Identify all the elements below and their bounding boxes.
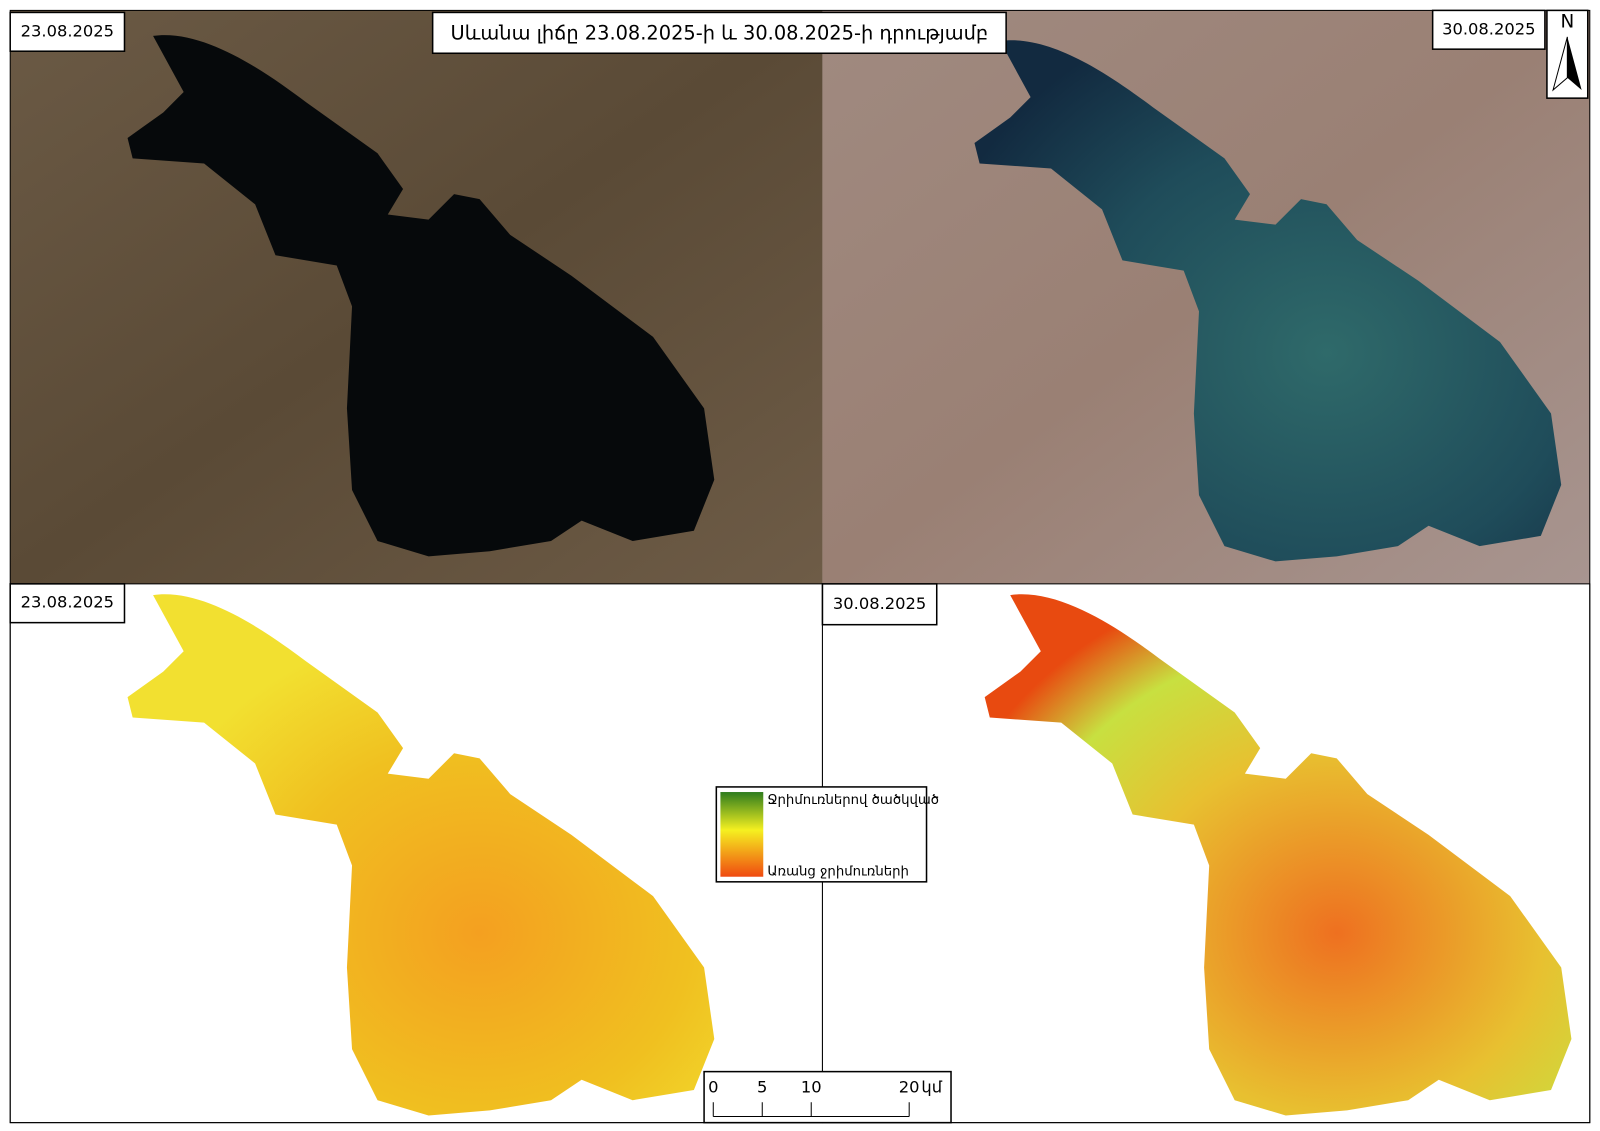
scale-bar: 0 5 10 20 կմ xyxy=(708,1077,943,1117)
legend-label: Առանց ջրիմուռների xyxy=(767,865,909,880)
scale-tick-label: 5 xyxy=(757,1077,767,1096)
title: Սևանա լիճը 23.08.2025-ի և 30.08.2025-ի դ… xyxy=(451,21,989,44)
north-label: N xyxy=(1560,12,1574,33)
date-box xyxy=(1431,9,1546,50)
scale-tick-label: 10 xyxy=(801,1077,822,1096)
date-label: 23.08.2025 xyxy=(21,593,114,612)
scale-unit: կմ xyxy=(921,1077,942,1096)
title-box xyxy=(431,11,1007,55)
date-box xyxy=(9,11,126,52)
date-box xyxy=(821,583,938,626)
date-label: 23.08.2025 xyxy=(21,21,114,40)
north-arrow xyxy=(1567,36,1582,90)
legend-label: Ջրիմուռներով ծածկված xyxy=(767,793,939,808)
scale-box xyxy=(703,1070,952,1124)
scale-tick-label: 20 xyxy=(899,1077,920,1096)
date-label: 30.08.2025 xyxy=(1442,19,1535,38)
scale-tick-label: 0 xyxy=(708,1077,718,1096)
date-label: 30.08.2025 xyxy=(833,594,926,613)
date-box xyxy=(9,583,126,624)
legend-gradient xyxy=(720,792,764,877)
